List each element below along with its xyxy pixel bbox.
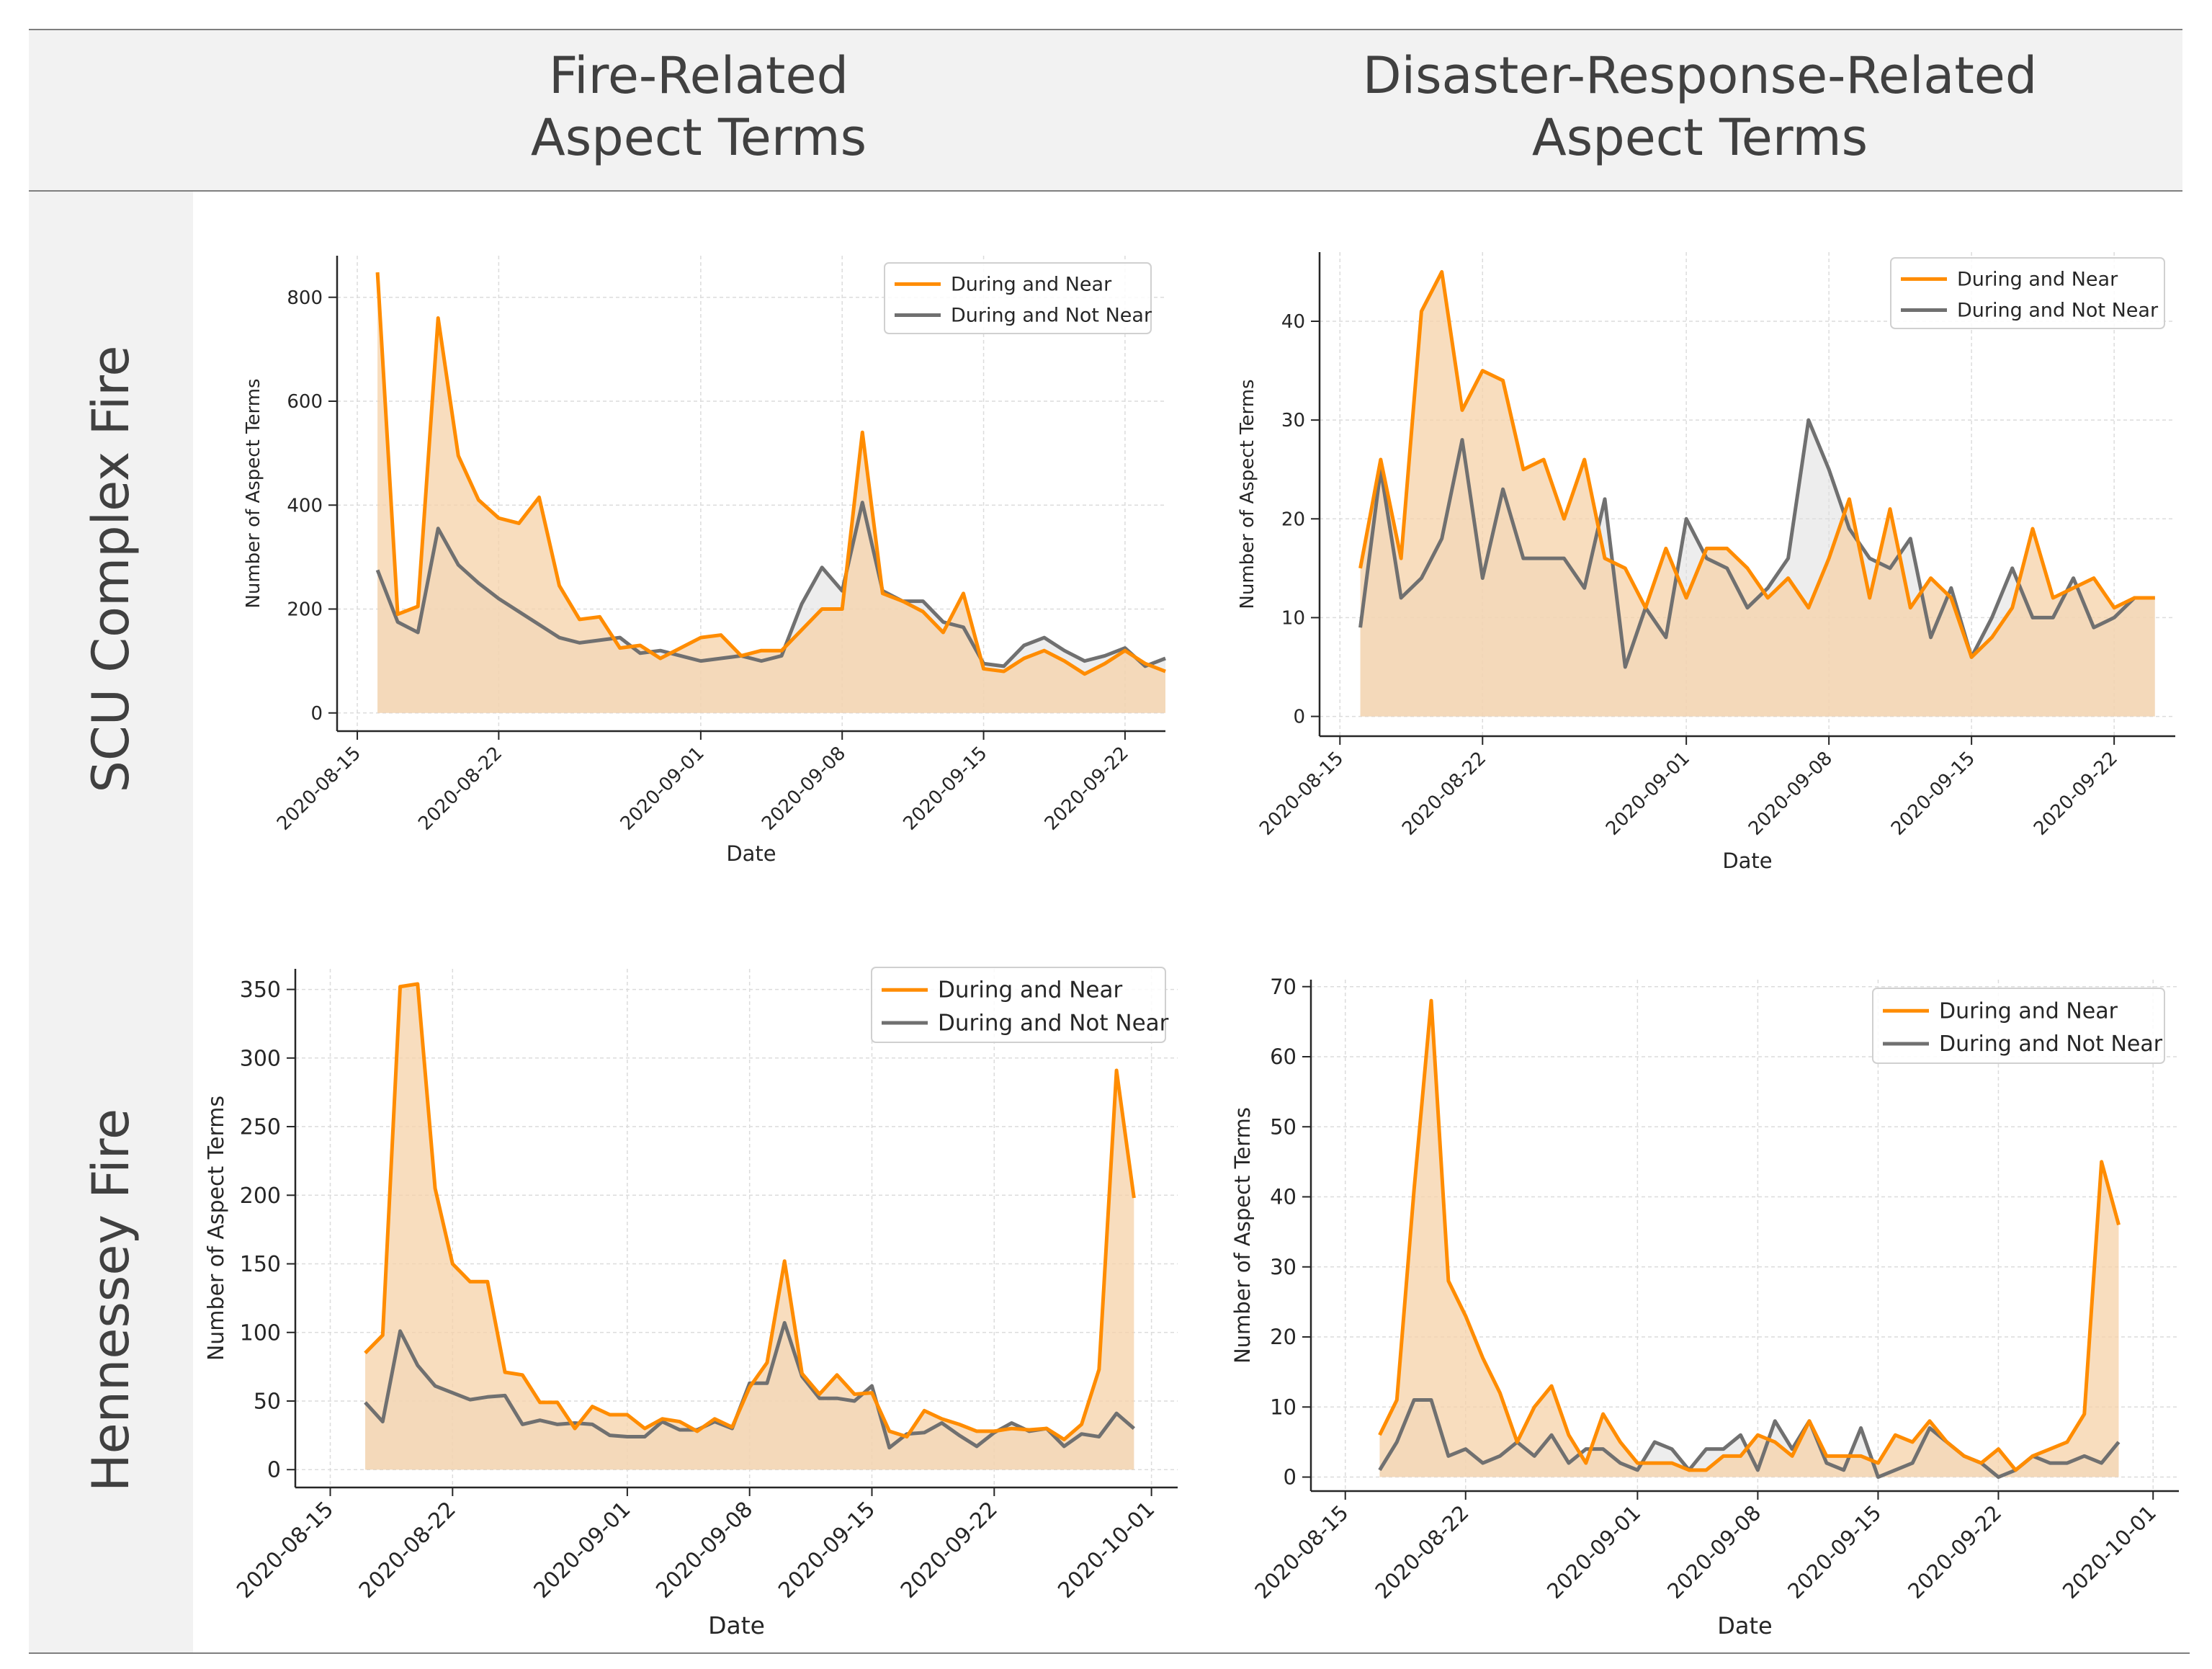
legend-label: During and Not Near bbox=[938, 1010, 1169, 1036]
series-fill-during-and-near bbox=[1360, 272, 2155, 717]
column-title-line: Disaster-Response-Related bbox=[1362, 46, 2038, 105]
y-tick-label: 50 bbox=[254, 1390, 281, 1415]
y-axis-label: Number of Aspect Terms bbox=[1230, 1107, 1255, 1364]
y-tick-label: 250 bbox=[240, 1115, 281, 1140]
series-line-during-and-near bbox=[1358, 269, 2155, 659]
y-axis-label: Number of Aspect Terms bbox=[204, 1096, 229, 1361]
x-tick-label: 2020-08-22 bbox=[1370, 1500, 1473, 1603]
y-tick-label: 60 bbox=[1270, 1044, 1297, 1069]
x-axis-label: Date bbox=[708, 1611, 765, 1639]
legend-box bbox=[1872, 988, 2165, 1064]
x-tick-label: 2020-09-08 bbox=[1662, 1500, 1765, 1603]
y-tick-label: 100 bbox=[240, 1320, 281, 1346]
y-tick-label: 0 bbox=[267, 1458, 281, 1483]
legend-label: During and Not Near bbox=[1957, 300, 2159, 322]
series-line-during-and-not-near bbox=[375, 501, 1166, 668]
x-axis-label: Date bbox=[1722, 849, 1772, 873]
y-tick-label: 30 bbox=[1281, 410, 1305, 431]
column-header-band bbox=[29, 29, 2182, 192]
legend-label: During and Near bbox=[938, 977, 1122, 1003]
y-tick-label: 40 bbox=[1281, 311, 1305, 333]
column-title-disaster-response-related: Disaster-Response-Related Aspect Terms bbox=[1253, 45, 2146, 169]
y-tick-label: 400 bbox=[287, 495, 323, 516]
series-line-during-and-not-near bbox=[1358, 418, 2155, 669]
series-fill-during-and-near bbox=[377, 272, 1165, 713]
x-axis-label: Date bbox=[726, 841, 776, 866]
x-tick-label: 2020-09-15 bbox=[1783, 1500, 1886, 1603]
x-tick-label: 2020-09-01 bbox=[1542, 1500, 1645, 1603]
y-tick-label: 70 bbox=[1270, 975, 1297, 999]
y-tick-label: 20 bbox=[1281, 509, 1305, 530]
column-title-line: Aspect Terms bbox=[530, 108, 867, 167]
series-line-during-and-not-near bbox=[1378, 1398, 2121, 1480]
y-tick-label: 0 bbox=[310, 703, 323, 725]
y-tick-label: 40 bbox=[1270, 1185, 1297, 1209]
series-line-during-and-near bbox=[1378, 998, 2121, 1472]
series-fill-during-and-near bbox=[365, 983, 1134, 1470]
row-header-band bbox=[29, 192, 193, 1652]
y-tick-label: 10 bbox=[1281, 608, 1305, 630]
column-title-fire-related: Fire-Related Aspect Terms bbox=[403, 45, 994, 169]
x-tick-label: 2020-09-22 bbox=[1903, 1500, 2006, 1603]
bottom-rule bbox=[29, 1652, 2190, 1654]
legend-label: During and Near bbox=[1957, 269, 2118, 291]
y-tick-label: 350 bbox=[240, 977, 281, 1003]
y-tick-label: 50 bbox=[1270, 1114, 1297, 1139]
x-tick-label: 2020-08-15 bbox=[1250, 1500, 1353, 1603]
legend-label: During and Not Near bbox=[951, 305, 1152, 327]
legend-label: During and Near bbox=[1939, 998, 2118, 1024]
legend-label: During and Not Near bbox=[1939, 1032, 2163, 1057]
legend-box bbox=[1890, 257, 2165, 329]
y-tick-label: 150 bbox=[240, 1252, 281, 1277]
y-tick-label: 200 bbox=[240, 1183, 281, 1209]
y-tick-label: 10 bbox=[1270, 1395, 1297, 1419]
legend-label: During and Near bbox=[951, 274, 1112, 296]
y-tick-label: 300 bbox=[240, 1046, 281, 1071]
y-tick-label: 0 bbox=[1284, 1465, 1297, 1490]
y-axis-label: Number of Aspect Terms bbox=[1237, 379, 1258, 609]
series-line-during-and-near bbox=[364, 982, 1136, 1441]
y-axis-label: Number of Aspect Terms bbox=[243, 378, 264, 608]
y-tick-label: 800 bbox=[287, 287, 323, 309]
column-title-line: Aspect Terms bbox=[1531, 108, 1868, 167]
y-tick-label: 0 bbox=[1293, 707, 1305, 728]
legend-box bbox=[884, 262, 1152, 334]
legend-box bbox=[871, 967, 1166, 1043]
y-tick-label: 200 bbox=[287, 599, 323, 621]
x-axis-label: Date bbox=[1717, 1612, 1772, 1639]
x-tick-label: 2020-10-01 bbox=[2058, 1500, 2161, 1603]
y-tick-label: 20 bbox=[1270, 1325, 1297, 1349]
column-title-line: Fire-Related bbox=[548, 46, 849, 105]
series-line-during-and-near bbox=[375, 272, 1166, 676]
y-tick-label: 600 bbox=[287, 391, 323, 413]
series-line-during-and-not-near bbox=[364, 1320, 1135, 1450]
y-tick-label: 30 bbox=[1270, 1255, 1297, 1279]
series-fill-during-and-near bbox=[1379, 1001, 2119, 1477]
